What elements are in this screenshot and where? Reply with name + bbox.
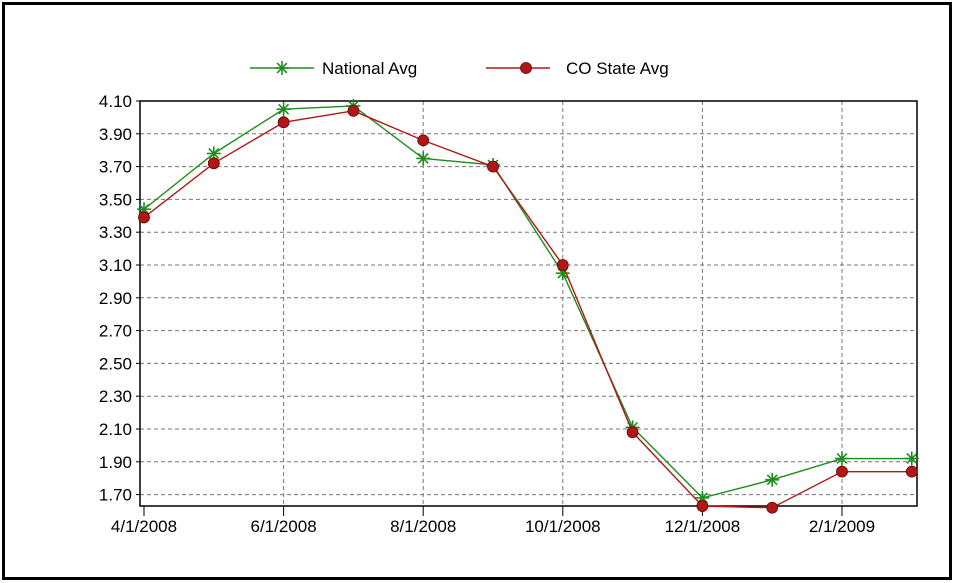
x-tick-label: 2/1/2009 [809,517,875,536]
marker-stroke [906,453,918,464]
marker-stroke [276,62,288,74]
co-state-avg-point [836,465,848,478]
y-tick-label: 3.50 [99,190,132,209]
marker-stroke [278,103,290,115]
y-tick-label: 3.10 [99,256,132,275]
y-tick-label: 2.70 [99,322,132,341]
co-state-avg-point [905,465,918,478]
plot-area-border [139,100,918,507]
co-state-avg-point [138,211,150,224]
co-state-avg-point [207,157,220,170]
x-tick-label: 4/1/2008 [111,517,177,536]
co-state-avg-point [277,116,290,129]
x-tick-label: 8/1/2008 [390,517,456,536]
co-state-avg-point [487,160,499,173]
co-state-avg-point [347,104,360,117]
y-tick-label: 4.10 [99,92,132,111]
series-national-avg [137,98,919,505]
marker-stroke [417,152,429,164]
grid-lines [140,100,917,506]
marker-stroke [836,453,848,464]
national-avg-point [416,151,431,166]
series-group [137,98,919,514]
y-tick-label: 2.30 [99,387,132,406]
x-tick-label: 12/1/2008 [665,517,741,536]
x-tick-label: 6/1/2008 [251,517,317,536]
legend-label: National Avg [322,59,417,78]
marker-stroke [766,474,778,486]
co-state-avg-point [626,426,639,439]
y-tick-label: 3.70 [99,158,132,177]
co-state-avg-point [556,259,569,271]
y-tick-label: 2.10 [99,420,132,439]
legend-item-co-state-avg: CO State Avg [486,59,669,78]
legend-marker [275,61,289,75]
national-avg-point [206,146,221,161]
national-avg-point [276,102,291,117]
co-state-avg-line [143,110,912,509]
co-state-avg-point [696,500,709,512]
y-tick-label: 3.30 [99,223,132,242]
legend-label: CO State Avg [566,59,669,78]
co-state-avg-point [417,134,430,147]
y-tick-label: 1.90 [99,453,132,472]
marker-stroke [557,267,569,279]
y-axis: 4.10 3.90 3.70 3.50 3.30 3.10 2.90 2.70 2.50 2.30… [99,92,140,505]
y-tick-label: 1.70 [99,486,132,505]
legend: National Avg CO State Avg [250,59,669,78]
national-avg-point [904,451,919,466]
legend-item-national-avg: National Avg [250,59,417,78]
national-avg-point [835,451,849,466]
y-tick-label: 2.90 [99,289,132,308]
national-avg-point [765,472,780,487]
series-co-state-avg [138,104,918,514]
co-state-avg-point [766,501,779,514]
legend-marker [520,62,532,74]
national-avg-line [143,105,912,499]
x-tick-label: 10/1/2008 [525,517,601,536]
marker-stroke [208,148,220,159]
x-axis: 4/1/2008 6/1/2008 8/1/2008 10/1/2008 12/1/20… [111,506,875,536]
marker-stroke [138,203,150,215]
marker-stroke [696,492,708,504]
y-tick-label: 3.90 [99,125,132,144]
y-tick-label: 2.50 [99,354,132,373]
